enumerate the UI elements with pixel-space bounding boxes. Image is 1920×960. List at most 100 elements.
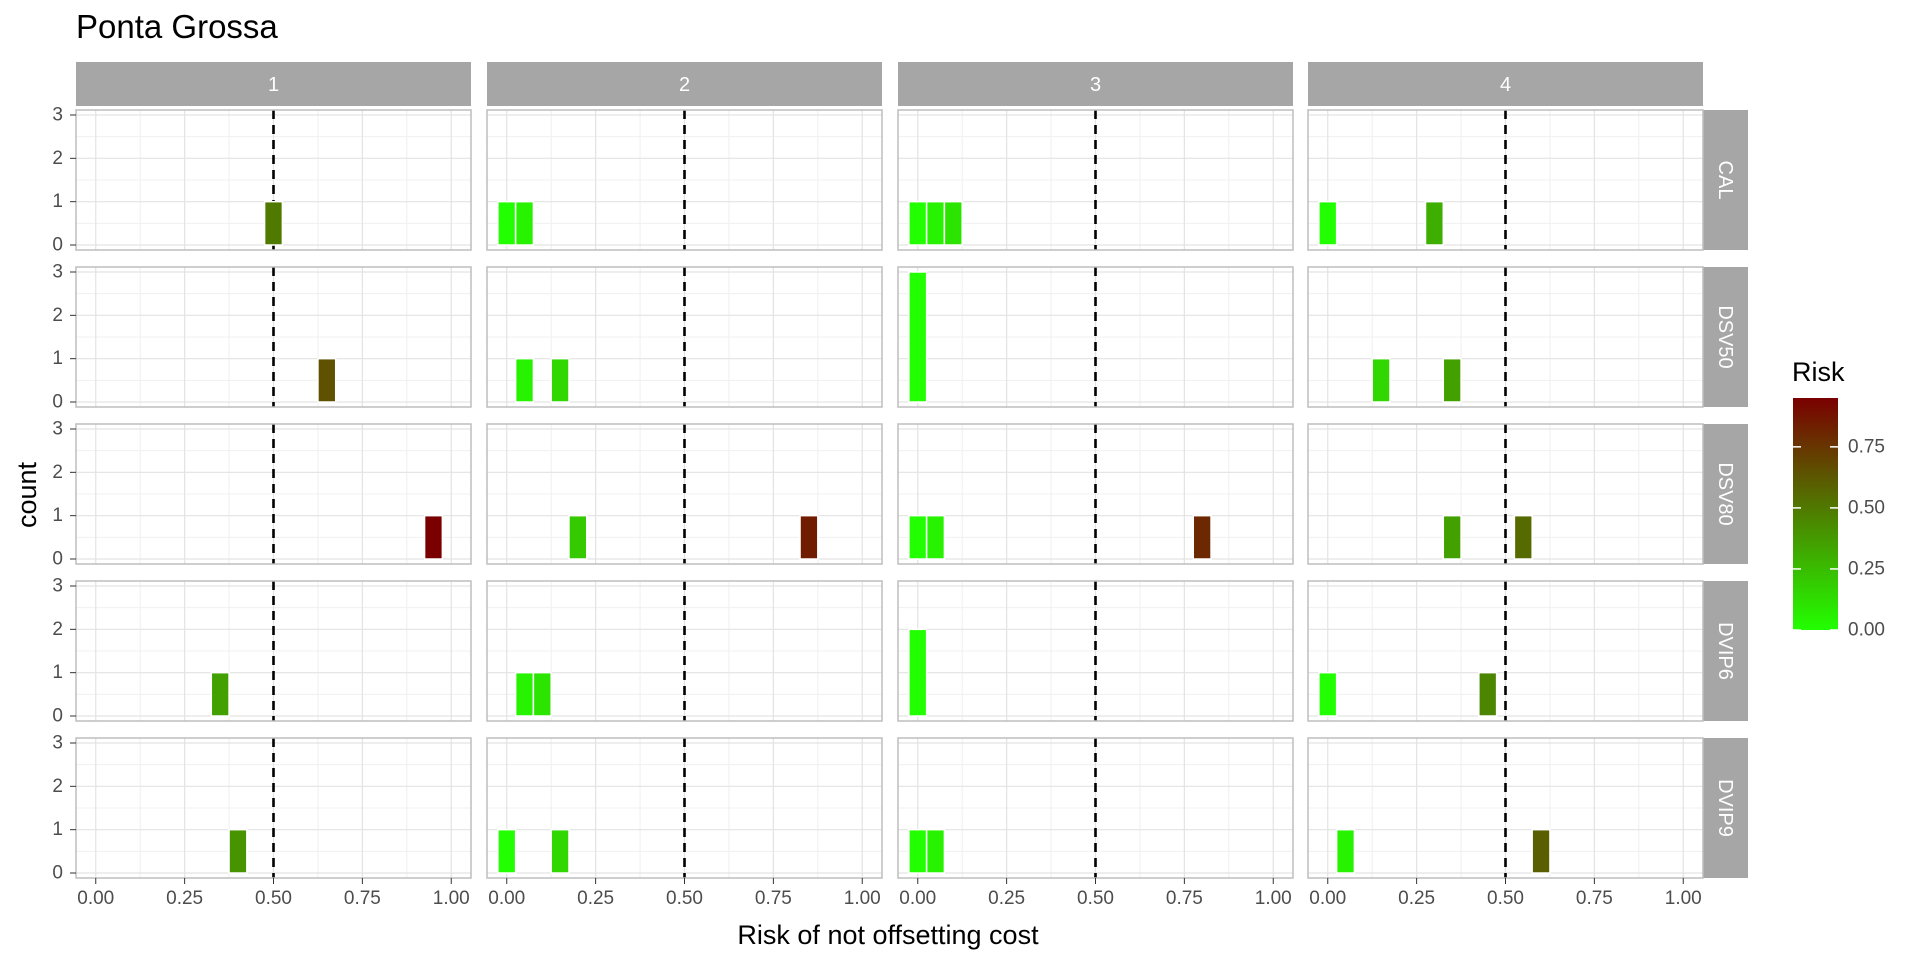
histogram-bar — [1442, 357, 1462, 403]
legend-tick-label: 0.50 — [1848, 497, 1885, 518]
x-tick-label: 0.00 — [488, 888, 525, 909]
panel-dvip9-1 — [75, 737, 472, 879]
histogram-bar — [925, 514, 946, 560]
y-tick-label: 0 — [52, 706, 63, 727]
histogram-bar — [943, 200, 963, 246]
histogram-bar — [497, 200, 517, 246]
y-tick-label: 1 — [52, 348, 63, 369]
panel-border — [897, 423, 1294, 565]
histogram-bar — [1371, 357, 1391, 403]
y-tick-label: 3 — [52, 576, 63, 597]
row-strip-dsv50 — [1702, 267, 1748, 407]
y-axis-title: count — [12, 461, 42, 528]
panel-border — [486, 109, 883, 251]
histogram-bar — [908, 271, 928, 403]
histogram-bar — [925, 828, 946, 874]
histogram-bar — [1442, 514, 1462, 560]
x-tick-label: 0.25 — [988, 888, 1025, 909]
y-tick-label: 2 — [52, 148, 63, 169]
legend-title: Risk — [1792, 357, 1845, 387]
histogram-bar — [1318, 200, 1338, 246]
legend-tick-label: 0.25 — [1848, 558, 1885, 579]
panel-dsv80-3 — [897, 423, 1294, 565]
row-strip-label: DSV80 — [1714, 462, 1736, 525]
y-tick-label: 2 — [52, 305, 63, 326]
panel-cal-4 — [1307, 109, 1704, 251]
histogram-bar — [228, 828, 248, 874]
histogram-bar — [1531, 828, 1551, 874]
y-tick-label: 0 — [52, 549, 63, 570]
legend-tick-label: 0.75 — [1848, 436, 1885, 457]
panel-dsv50-4 — [1307, 266, 1704, 408]
x-tick-label: 0.25 — [577, 888, 614, 909]
panel-dvip9-4 — [1307, 737, 1704, 879]
row-strip-label: DVIP9 — [1714, 779, 1736, 837]
histogram-bar — [1424, 200, 1445, 246]
col-strip-label: 2 — [679, 74, 690, 96]
legend-colorbar — [1793, 398, 1838, 630]
histogram-bar — [908, 828, 928, 874]
y-tick-label: 3 — [52, 419, 63, 440]
histogram-bar — [1335, 828, 1356, 874]
panel-border — [1307, 580, 1704, 722]
panel-cal-3 — [897, 109, 1294, 251]
panel-dsv80-2 — [486, 423, 883, 565]
y-tick-label: 1 — [52, 505, 63, 526]
histogram-bar — [908, 200, 928, 246]
legend-tick-label: 0.00 — [1848, 620, 1885, 641]
col-strip-4 — [1308, 62, 1703, 106]
x-tick-label: 0.50 — [1487, 888, 1524, 909]
y-tick-label: 2 — [52, 462, 63, 483]
row-strip-dvip6 — [1702, 581, 1748, 721]
histogram-bar — [210, 671, 230, 717]
row-strip-label: DSV50 — [1714, 305, 1736, 368]
histogram-bar — [908, 514, 928, 560]
histogram-bar — [550, 357, 570, 403]
histogram-bar — [925, 200, 946, 246]
histogram-bar — [423, 514, 444, 560]
x-axis-title: Risk of not offsetting cost — [737, 920, 1039, 950]
panel-border — [897, 109, 1294, 251]
panel-cal-2 — [486, 109, 883, 251]
panel-border — [486, 580, 883, 722]
panel-dvip6-2 — [486, 580, 883, 722]
histogram-bar — [799, 514, 819, 560]
facet-panels: 1 2 3 4 CAL DSV50 DSV80 DVIP6 DVIP9 0 1 2 3 0 1 2 3 0 1 2 3 0… — [52, 62, 1748, 909]
histogram-bar — [514, 357, 535, 403]
panel-border — [486, 266, 883, 408]
panel-dvip6-3 — [897, 580, 1294, 722]
col-strip-label: 1 — [268, 74, 279, 96]
row-strip-label: CAL — [1714, 161, 1736, 200]
y-tick-label: 3 — [52, 105, 63, 126]
y-tick-label: 1 — [52, 819, 63, 840]
panel-dvip6-1 — [75, 580, 472, 722]
panel-border — [1307, 266, 1704, 408]
panel-border — [75, 423, 472, 565]
x-tick-label: 1.00 — [844, 888, 881, 909]
x-tick-label: 0.50 — [1077, 888, 1114, 909]
panel-dvip9-2 — [486, 737, 883, 879]
panel-dsv50-2 — [486, 266, 883, 408]
x-tick-label: 0.75 — [344, 888, 381, 909]
col-strip-3 — [898, 62, 1293, 106]
panel-border — [75, 266, 472, 408]
x-tick-label: 0.00 — [1309, 888, 1346, 909]
x-tick-label: 0.00 — [899, 888, 936, 909]
x-tick-label: 0.00 — [77, 888, 114, 909]
histogram-bar — [1478, 671, 1498, 717]
histogram-bar — [514, 200, 535, 246]
y-tick-label: 0 — [52, 392, 63, 413]
x-tick-label: 0.75 — [1576, 888, 1613, 909]
histogram-bar — [263, 200, 284, 246]
panel-border — [486, 423, 883, 565]
row-strip-dvip9 — [1702, 738, 1748, 878]
row-strip-cal — [1702, 110, 1748, 250]
panel-dsv50-1 — [75, 266, 472, 408]
histogram-bar — [497, 828, 517, 874]
x-tick-label: 0.50 — [666, 888, 703, 909]
x-tick-label: 0.25 — [1398, 888, 1435, 909]
row-strip-dsv80 — [1702, 424, 1748, 564]
panel-dsv80-4 — [1307, 423, 1704, 565]
y-tick-label: 2 — [52, 619, 63, 640]
